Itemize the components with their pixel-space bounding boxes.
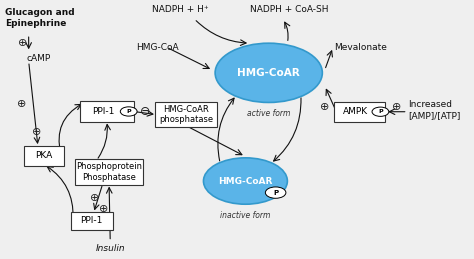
Circle shape — [372, 107, 389, 116]
FancyBboxPatch shape — [334, 102, 385, 122]
Text: ⊕: ⊕ — [100, 204, 109, 214]
Text: Increased
[AMP]/[ATP]: Increased [AMP]/[ATP] — [409, 100, 461, 120]
FancyBboxPatch shape — [155, 103, 218, 127]
Text: PPI-1: PPI-1 — [91, 107, 114, 116]
Text: P: P — [378, 109, 383, 114]
Text: NADPH + H⁺: NADPH + H⁺ — [152, 5, 209, 13]
FancyBboxPatch shape — [71, 212, 112, 230]
Text: ⊕: ⊕ — [392, 102, 401, 112]
Text: PPI-1: PPI-1 — [81, 217, 103, 225]
Text: Phosphoprotein
Phosphatase: Phosphoprotein Phosphatase — [76, 162, 142, 182]
Text: PKA: PKA — [35, 152, 53, 160]
Text: HMG-CoAR: HMG-CoAR — [218, 177, 273, 185]
Text: HMG-CoA: HMG-CoA — [136, 42, 179, 52]
Text: HMG-CoAR
phosphatase: HMG-CoAR phosphatase — [159, 105, 213, 124]
Text: Mevalonate: Mevalonate — [334, 42, 387, 52]
Text: ⊕: ⊕ — [320, 102, 329, 112]
Text: ⊖: ⊖ — [140, 105, 150, 118]
Text: NADPH + CoA-SH: NADPH + CoA-SH — [250, 5, 329, 13]
Circle shape — [215, 43, 322, 103]
Circle shape — [120, 107, 137, 116]
Text: ⊕: ⊕ — [18, 38, 28, 48]
Text: P: P — [127, 109, 131, 114]
Circle shape — [203, 158, 287, 204]
Text: active form: active form — [247, 109, 291, 118]
FancyBboxPatch shape — [75, 159, 143, 185]
Circle shape — [265, 187, 286, 198]
Text: Insulin: Insulin — [95, 244, 125, 253]
Text: ⊕: ⊕ — [18, 99, 27, 109]
Text: Glucagon and
Epinephrine: Glucagon and Epinephrine — [5, 9, 75, 28]
Text: HMG-CoAR: HMG-CoAR — [237, 68, 300, 78]
Text: ⊕: ⊕ — [32, 127, 42, 137]
Text: ⊕: ⊕ — [90, 193, 99, 203]
FancyBboxPatch shape — [24, 146, 64, 166]
Text: P: P — [273, 190, 278, 196]
Text: AMPK: AMPK — [343, 107, 368, 116]
FancyBboxPatch shape — [80, 101, 134, 122]
Text: cAMP: cAMP — [27, 54, 51, 63]
Text: inactive form: inactive form — [220, 211, 271, 220]
